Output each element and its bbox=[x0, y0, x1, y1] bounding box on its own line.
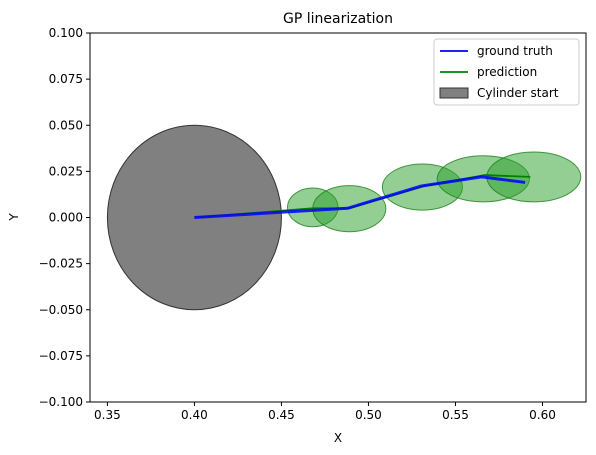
x-tick-label: 0.55 bbox=[442, 408, 469, 422]
series-line-ground-truth bbox=[194, 175, 526, 219]
x-tick-label: 0.35 bbox=[94, 408, 121, 422]
x-tick-label: 0.60 bbox=[529, 408, 556, 422]
legend-label: Cylinder start bbox=[477, 86, 559, 100]
y-tick-label: 0.000 bbox=[49, 211, 83, 225]
x-tick-label: 0.45 bbox=[268, 408, 295, 422]
legend-swatch-Cylinder-start bbox=[439, 87, 469, 99]
y-tick-label: 0.050 bbox=[49, 118, 83, 132]
y-tick-label: −0.025 bbox=[39, 257, 83, 271]
y-tick-label: −0.075 bbox=[39, 349, 83, 363]
y-tick-label: −0.100 bbox=[39, 395, 83, 409]
legend: ground truth prediction Cylinder start bbox=[433, 38, 580, 106]
x-axis: 0.35 0.40 0.45 0.50 0.55 0.60 bbox=[94, 402, 556, 422]
y-axis: 0.100 0.075 0.050 0.025 0.000 −0.025 −0.050 −0.… bbox=[39, 26, 90, 409]
legend-label: prediction bbox=[477, 65, 537, 79]
y-tick-label: 0.100 bbox=[49, 26, 83, 40]
x-tick-label: 0.50 bbox=[355, 408, 382, 422]
uncertainty-ellipse-5 bbox=[486, 151, 582, 203]
x-axis-label: X bbox=[334, 431, 342, 445]
legend-label: ground truth bbox=[477, 44, 553, 58]
y-axis-label: Y bbox=[7, 213, 21, 222]
x-tick-label: 0.40 bbox=[181, 408, 208, 422]
y-tick-label: 0.025 bbox=[49, 164, 83, 178]
y-tick-label: 0.075 bbox=[49, 72, 83, 86]
legend-box bbox=[433, 38, 580, 106]
plot-area bbox=[106, 124, 582, 311]
y-tick-label: −0.050 bbox=[39, 303, 83, 317]
chart-title: GP linearization bbox=[283, 11, 393, 27]
